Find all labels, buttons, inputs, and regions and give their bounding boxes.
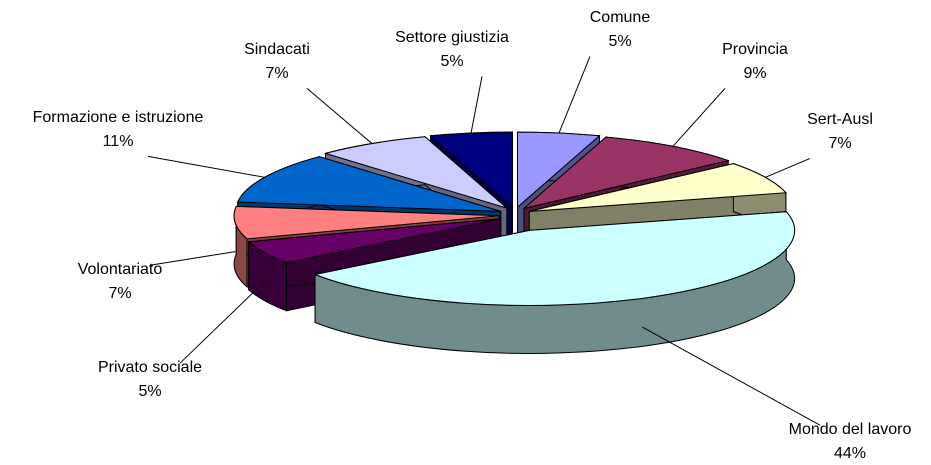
- value-label: 7%: [108, 285, 131, 302]
- slice: [233, 205, 500, 240]
- value-label: 7%: [265, 65, 288, 82]
- category-label: Sert-Ausl: [807, 111, 873, 128]
- slice: [247, 218, 501, 264]
- category-label: Privato sociale: [98, 359, 202, 376]
- value-label: 5%: [608, 33, 631, 50]
- slice: [523, 136, 731, 209]
- slice: [429, 131, 513, 209]
- value-label: 11%: [103, 133, 134, 150]
- leader-line: [672, 88, 726, 147]
- value-label: 7%: [828, 135, 851, 152]
- category-label: Sindacati: [244, 41, 310, 58]
- leader-line: [470, 76, 483, 134]
- value-label: 9%: [743, 65, 766, 82]
- category-label: Volontariato: [78, 261, 163, 278]
- value-label: 5%: [440, 53, 463, 70]
- category-label: Provincia: [722, 41, 788, 58]
- category-label: Formazione e istruzione: [33, 109, 204, 126]
- leader-line: [149, 251, 236, 266]
- value-label: 44%: [834, 445, 866, 462]
- leader-line: [147, 155, 265, 178]
- category-label: Mondo del lavoro: [789, 421, 912, 438]
- leader-line: [765, 157, 811, 178]
- slice: [313, 211, 796, 306]
- slice: [323, 136, 508, 209]
- slice: [529, 163, 787, 212]
- category-label: Comune: [590, 9, 651, 26]
- value-label: 5%: [138, 383, 161, 400]
- leader-line: [558, 56, 591, 134]
- category-label: Settore giustizia: [395, 29, 509, 46]
- leader-line: [179, 281, 265, 364]
- leader-line: [306, 88, 373, 144]
- leader-line: [642, 326, 821, 426]
- slice: [517, 131, 601, 209]
